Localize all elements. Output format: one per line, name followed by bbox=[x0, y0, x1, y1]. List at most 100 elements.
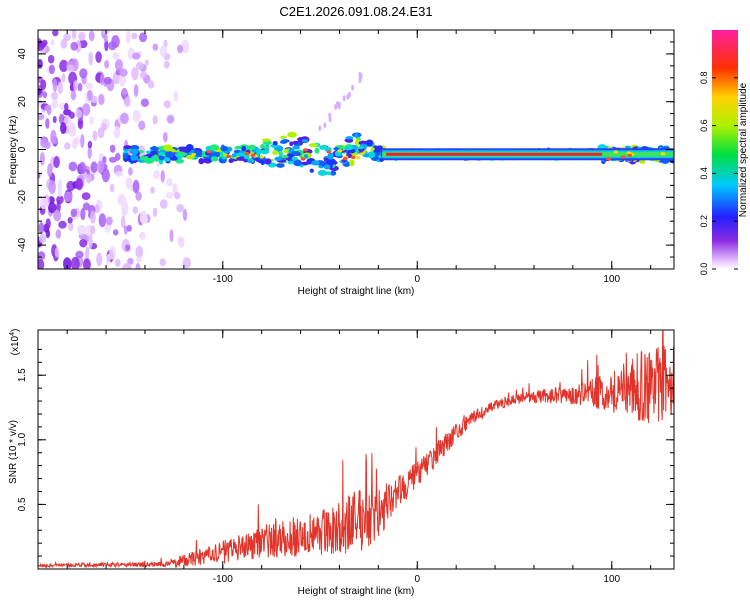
snr-line bbox=[38, 330, 674, 569]
noise-blob bbox=[59, 59, 69, 73]
noise-blob bbox=[163, 60, 170, 69]
noise-blob bbox=[132, 206, 139, 214]
noise-blob bbox=[115, 258, 121, 267]
carrier-blob bbox=[158, 151, 166, 156]
noise-blob bbox=[89, 210, 96, 224]
carrier-blob bbox=[290, 156, 299, 161]
noise-blob bbox=[135, 262, 141, 269]
carrier-hotspot bbox=[191, 152, 197, 157]
noise-blob bbox=[95, 51, 102, 63]
noise-blob bbox=[55, 229, 62, 239]
noise-blob bbox=[101, 168, 110, 183]
noise-blob bbox=[75, 109, 83, 119]
noise-blob bbox=[82, 103, 91, 116]
noise-blob bbox=[79, 238, 88, 248]
carrier-blob bbox=[314, 147, 320, 154]
noise-blob bbox=[132, 109, 141, 123]
streak-blob bbox=[358, 71, 362, 78]
carrier-hotspot bbox=[620, 155, 626, 159]
carrier-blob bbox=[280, 139, 290, 143]
noise-blob bbox=[132, 52, 141, 60]
carrier-blob bbox=[323, 163, 331, 170]
carrier-blob bbox=[333, 147, 340, 151]
streak-blob bbox=[318, 125, 322, 132]
noise-blob bbox=[159, 258, 167, 267]
noise-blob bbox=[139, 231, 146, 240]
carrier-blob bbox=[130, 148, 139, 156]
carrier-blob bbox=[308, 143, 319, 148]
noise-blob bbox=[57, 178, 63, 191]
noise-blob bbox=[131, 67, 139, 81]
carrier-blob bbox=[260, 149, 270, 155]
noise-blob bbox=[45, 118, 50, 129]
colorbar-label: Normalized spectral amplitude bbox=[738, 82, 749, 217]
noise-blob bbox=[90, 161, 98, 173]
noise-blob bbox=[166, 178, 173, 187]
noise-blob bbox=[64, 142, 71, 150]
carrier-blob bbox=[185, 154, 195, 160]
noise-blob bbox=[87, 140, 93, 149]
noise-blob bbox=[77, 82, 83, 92]
noise-blob bbox=[51, 99, 59, 109]
noise-blob bbox=[68, 111, 75, 119]
noise-blob bbox=[47, 163, 53, 178]
carrier-blob bbox=[345, 136, 354, 140]
streak-blob bbox=[337, 102, 341, 109]
noise-blob bbox=[47, 54, 55, 64]
carrier-blob bbox=[374, 146, 380, 153]
noise-blob bbox=[163, 100, 171, 109]
carrier-blob bbox=[311, 160, 320, 166]
carrier-blob bbox=[280, 154, 289, 159]
spectrogram-y-tick-label: 40 bbox=[17, 48, 28, 60]
streak-blob bbox=[347, 91, 351, 98]
noise-blob bbox=[103, 33, 108, 43]
noise-blob bbox=[88, 51, 94, 66]
noise-blob bbox=[70, 208, 78, 218]
noise-blob bbox=[177, 44, 184, 54]
noise-blob bbox=[92, 130, 98, 141]
snr-x-tick-label: -100 bbox=[213, 574, 233, 585]
noise-blob bbox=[169, 229, 174, 243]
noise-blob bbox=[121, 208, 128, 217]
streak-blob bbox=[328, 116, 332, 123]
noise-blob bbox=[138, 120, 146, 131]
noise-blob bbox=[98, 213, 107, 228]
noise-blob bbox=[140, 98, 149, 107]
noise-blob bbox=[159, 199, 168, 209]
noise-blob bbox=[112, 52, 120, 60]
streak-blob bbox=[323, 122, 327, 129]
snr-xlabel: Height of straight line (km) bbox=[298, 586, 415, 597]
carrier-hotspot bbox=[627, 153, 633, 157]
noise-blob bbox=[153, 170, 160, 180]
chart-title: C2E1.2026.091.08.24.E31 bbox=[279, 4, 432, 19]
noise-blob bbox=[42, 91, 48, 99]
carrier-blob bbox=[278, 150, 283, 157]
noise-blob bbox=[63, 257, 72, 269]
carrier-blob bbox=[220, 145, 229, 152]
carrier-blob bbox=[326, 171, 332, 176]
spectrogram-x-tick-label: 0 bbox=[414, 274, 420, 285]
noise-blob bbox=[119, 68, 128, 77]
noise-blob bbox=[89, 116, 94, 125]
noise-blob bbox=[120, 215, 126, 229]
carrier-blob bbox=[247, 144, 256, 151]
carrier-blob bbox=[300, 161, 310, 165]
carrier-hotspot bbox=[337, 149, 343, 153]
noise-blob bbox=[52, 116, 57, 124]
noise-blob bbox=[40, 138, 49, 149]
noise-blob bbox=[135, 245, 144, 259]
noise-blob bbox=[182, 257, 191, 269]
noise-blob bbox=[102, 156, 107, 164]
carrier-blob bbox=[261, 138, 271, 142]
spectrogram-ylabel: Frequency (Hz) bbox=[8, 116, 19, 185]
carrier-blob bbox=[185, 144, 194, 151]
snr-y-tick-label: 1.5 bbox=[17, 368, 28, 382]
noise-blob bbox=[60, 38, 68, 49]
noise-blob bbox=[108, 41, 117, 51]
noise-blob bbox=[45, 218, 51, 229]
noise-blob bbox=[104, 39, 109, 52]
carrier-blob bbox=[272, 150, 279, 155]
carrier-blob bbox=[292, 140, 299, 145]
noise-blob bbox=[77, 224, 86, 236]
noise-blob bbox=[75, 250, 84, 259]
